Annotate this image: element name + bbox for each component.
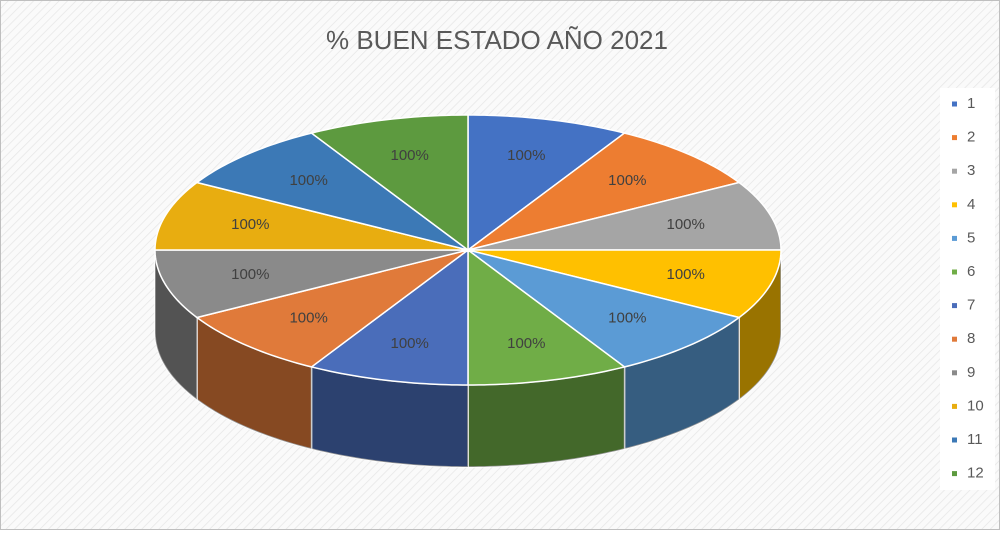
data-label: 100% bbox=[666, 216, 704, 233]
data-label: 100% bbox=[231, 216, 269, 233]
data-label: 100% bbox=[390, 147, 428, 164]
legend-label: 2 bbox=[967, 129, 975, 146]
slice bbox=[467, 181, 782, 251]
legend-swatch bbox=[952, 101, 957, 107]
legend-label: 5 bbox=[967, 229, 975, 246]
legend-swatch bbox=[952, 235, 957, 241]
data-label: 100% bbox=[289, 310, 327, 327]
slice bbox=[309, 114, 469, 252]
legend-label: 3 bbox=[967, 162, 975, 179]
slice bbox=[467, 114, 627, 252]
data-label: 100% bbox=[390, 335, 428, 352]
side-shade bbox=[739, 250, 781, 400]
data-label: 100% bbox=[608, 310, 646, 327]
legend-swatch bbox=[952, 168, 957, 174]
slice bbox=[467, 132, 741, 251]
pie: 100% 100% 100% 100% 100% 100% 100% 100% 100% 100%… bbox=[154, 114, 782, 468]
legend-swatch bbox=[952, 135, 957, 141]
slice bbox=[467, 248, 627, 386]
data-label: 100% bbox=[608, 172, 646, 189]
data-label: 100% bbox=[507, 335, 545, 352]
legend-label: 8 bbox=[967, 330, 975, 347]
data-label: 100% bbox=[231, 266, 269, 283]
legend-swatch bbox=[952, 303, 957, 309]
legend-label: 4 bbox=[967, 196, 975, 213]
side-shade bbox=[468, 366, 625, 467]
legend-swatch bbox=[952, 437, 957, 443]
legend-label: 7 bbox=[967, 297, 975, 314]
legend-label: 9 bbox=[967, 364, 975, 381]
legend-swatch bbox=[952, 336, 957, 342]
slice bbox=[154, 181, 469, 251]
legend-swatch bbox=[952, 202, 957, 208]
slice bbox=[195, 132, 469, 251]
data-label: 100% bbox=[507, 147, 545, 164]
slice bbox=[467, 249, 741, 368]
legend-swatch bbox=[952, 370, 957, 376]
slice bbox=[467, 249, 782, 319]
side-shade bbox=[196, 317, 312, 449]
legend-swatch bbox=[952, 269, 957, 275]
data-label: 100% bbox=[666, 266, 704, 283]
data-label: 100% bbox=[289, 172, 327, 189]
legend-label: 6 bbox=[967, 263, 975, 280]
legend-box bbox=[940, 88, 995, 490]
legend-label: 1 bbox=[967, 95, 975, 112]
legend-label: 10 bbox=[967, 397, 984, 414]
side-shade bbox=[155, 250, 197, 400]
side-shade bbox=[624, 317, 740, 449]
legend-swatch bbox=[952, 403, 957, 409]
legend-label: 11 bbox=[967, 431, 983, 448]
slice bbox=[195, 249, 469, 368]
chart-title: % BUEN ESTADO AÑO 2021 bbox=[326, 25, 668, 55]
side-shade bbox=[311, 366, 468, 467]
legend-label: 12 bbox=[967, 465, 984, 482]
legend-swatch bbox=[952, 471, 957, 477]
slice bbox=[154, 249, 469, 319]
slice bbox=[309, 248, 469, 386]
